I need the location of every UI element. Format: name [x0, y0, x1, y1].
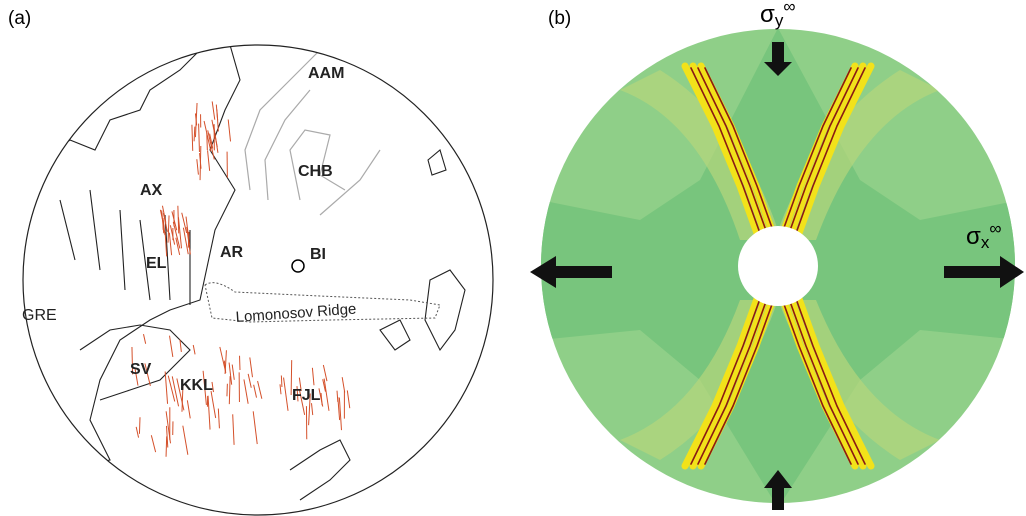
symbol: σ: [760, 1, 775, 28]
fault-line: [183, 426, 188, 455]
fault-line: [136, 427, 138, 438]
fault-line: [244, 379, 248, 403]
fault-line: [197, 159, 199, 174]
panel-b: (b) σy∞ σx∞: [530, 0, 1024, 510]
fault-line: [232, 365, 234, 380]
fault-line: [139, 417, 140, 434]
superscript: ∞: [783, 0, 795, 16]
panel-label: (a): [8, 8, 31, 29]
fault-line: [192, 125, 193, 151]
fault-line: [151, 435, 155, 452]
fault-line: [258, 381, 262, 399]
fault-line: [199, 124, 200, 152]
panel-a: (a) AAM CHB AX AR BI EL GRE Lomonosov Ridge SV KK…: [8, 8, 493, 515]
fault-line: [342, 377, 345, 392]
fault-line: [170, 336, 173, 357]
fault-line: [229, 376, 230, 404]
fault-line: [193, 345, 195, 354]
symbol: σ: [966, 223, 981, 250]
region-label: GRE: [22, 307, 57, 324]
panel-label: (b): [548, 8, 571, 29]
fault-line: [324, 379, 329, 411]
fault-line: [228, 119, 230, 141]
fault-line: [194, 127, 195, 142]
fault-line: [208, 130, 215, 159]
fault-line: [312, 368, 314, 385]
fault-line: [233, 414, 234, 445]
fault-line: [337, 391, 338, 402]
region-label: EL: [146, 255, 167, 272]
fault-line: [200, 146, 201, 180]
region-label: BI: [310, 246, 326, 263]
region-label: KKL: [180, 377, 213, 394]
fault-line: [321, 393, 322, 405]
fault-line: [165, 371, 167, 403]
fault-line: [347, 390, 349, 408]
fault-line: [254, 385, 257, 398]
hole: [738, 226, 818, 306]
region-label: FJL: [292, 387, 321, 404]
stress-y-label: σy∞: [760, 0, 795, 30]
fault-line: [168, 215, 169, 242]
fault-line: [311, 403, 312, 415]
region-label: SV: [130, 361, 152, 378]
fault-line: [253, 411, 257, 444]
region-label: Lomonosov Ridge: [235, 301, 357, 326]
fault-line: [143, 334, 145, 344]
map: [20, 40, 465, 500]
figure: (a) AAM CHB AX AR BI EL GRE Lomonosov Ridge SV KK…: [0, 0, 1026, 516]
fault-line: [211, 391, 216, 418]
superscript: ∞: [989, 219, 1001, 238]
fault-line: [248, 374, 251, 388]
fault-line: [281, 375, 282, 387]
fault-line: [166, 436, 167, 456]
fault-line: [212, 101, 215, 119]
fault-line: [187, 400, 190, 418]
region-label: AR: [220, 244, 244, 261]
fault-line: [339, 398, 341, 431]
region-label: AX: [140, 182, 163, 199]
region-label: AAM: [308, 65, 344, 82]
region-label: CHB: [298, 163, 333, 180]
fault-line: [280, 384, 281, 394]
fault-line: [208, 396, 210, 430]
fault-line: [208, 150, 210, 171]
fault-line: [169, 233, 171, 255]
fault-line: [250, 357, 253, 377]
fault-line: [284, 378, 288, 411]
fault-line: [218, 409, 219, 429]
fault-line: [168, 376, 174, 402]
